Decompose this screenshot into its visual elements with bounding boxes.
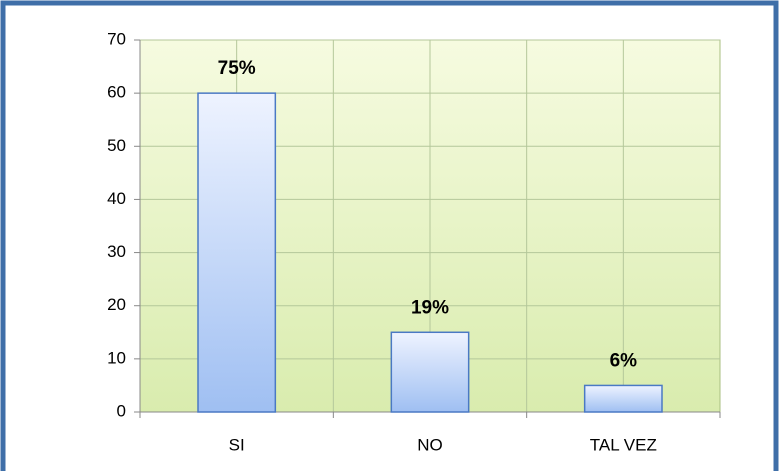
bar <box>197 92 277 413</box>
value-label: 19% <box>411 297 449 318</box>
y-tick-label: 70 <box>107 29 126 48</box>
bar <box>390 331 470 413</box>
x-tick-label: TAL VEZ <box>590 435 657 454</box>
y-tick-label: 50 <box>107 136 126 155</box>
y-tick-label: 0 <box>117 401 126 420</box>
value-label: 6% <box>610 350 638 371</box>
y-tick-label: 40 <box>107 189 126 208</box>
x-tick-label: SI <box>229 435 245 454</box>
y-tick-label: 60 <box>107 83 126 102</box>
y-tick-label: 10 <box>107 348 126 367</box>
bar <box>583 384 663 413</box>
x-tick-label: NO <box>417 435 443 454</box>
y-tick-label: 20 <box>107 295 126 314</box>
value-label: 75% <box>218 58 256 79</box>
y-tick-label: 30 <box>107 242 126 261</box>
